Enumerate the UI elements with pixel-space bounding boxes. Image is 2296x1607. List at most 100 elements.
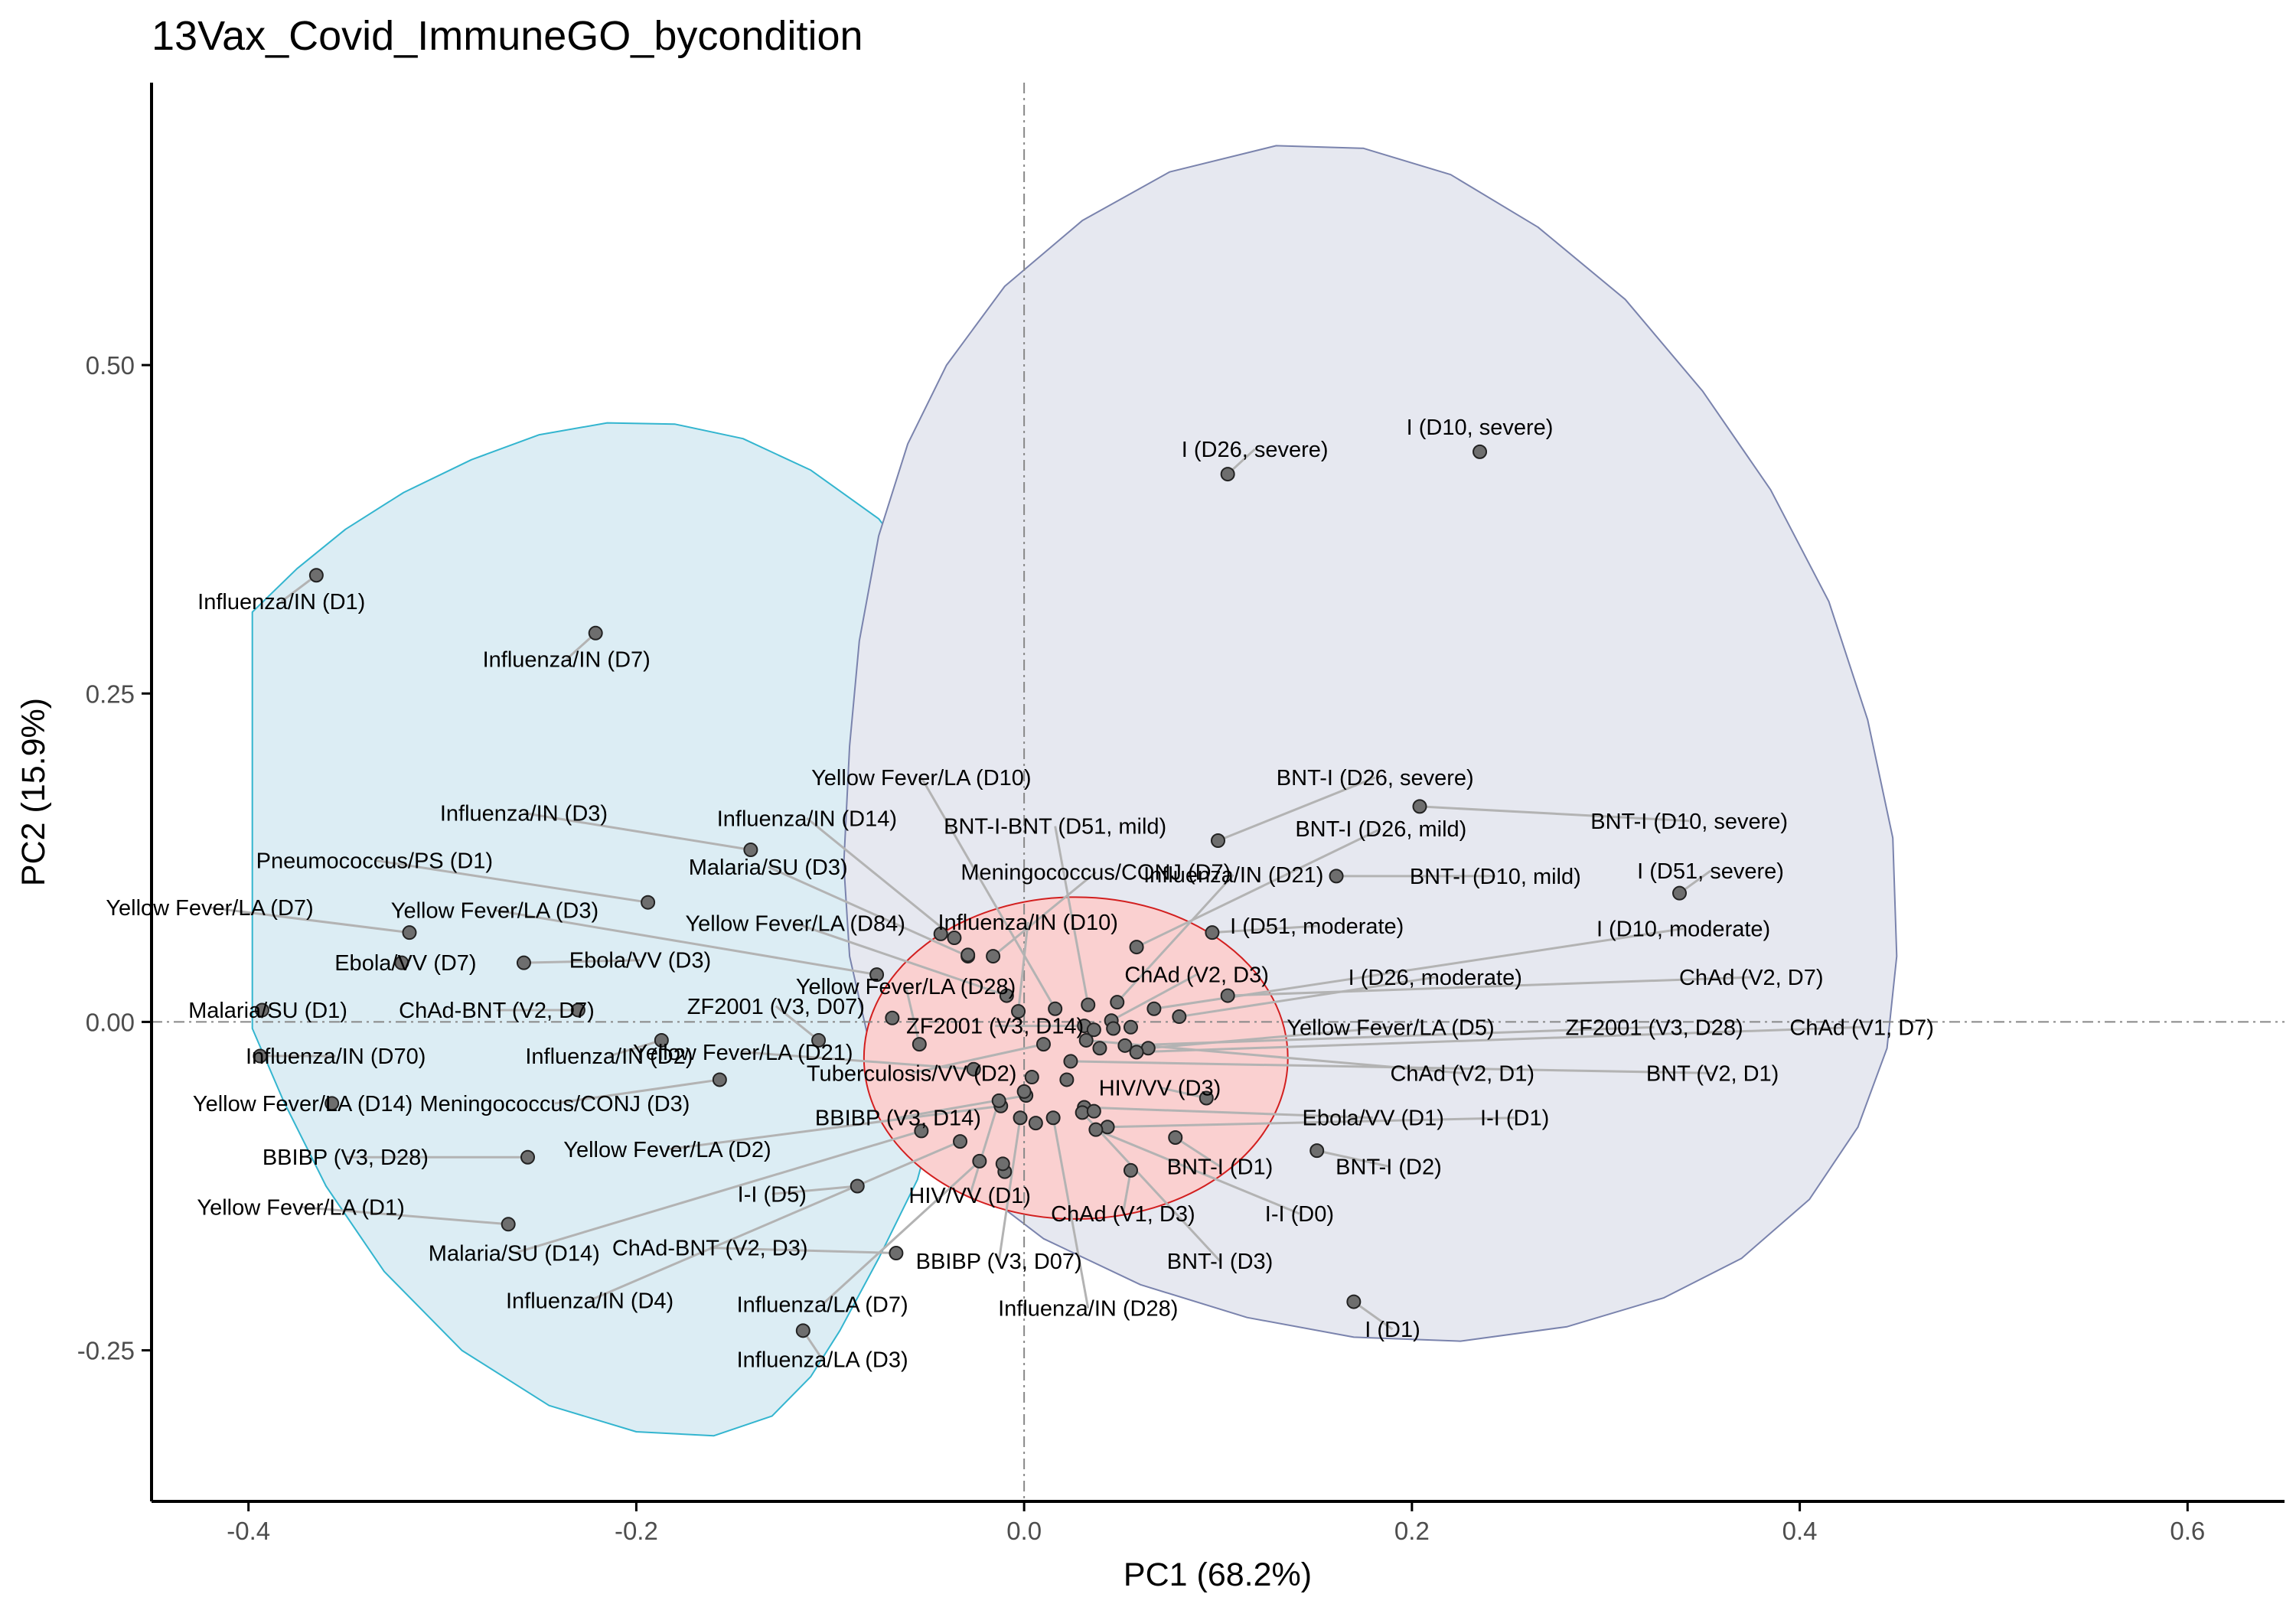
leader-line — [514, 1129, 922, 1254]
leader-line — [997, 1117, 1022, 1262]
chart-title: 13Vax_Covid_ImmuneGO_bycondition — [152, 13, 863, 59]
data-point — [1199, 1090, 1214, 1106]
data-point — [1063, 1054, 1078, 1069]
data-point — [1016, 1084, 1032, 1099]
leader-line — [771, 1185, 858, 1195]
leader-line — [1136, 827, 1381, 948]
leader-line — [1159, 1086, 1207, 1100]
point-label: Influenza/IN (D1) — [197, 590, 365, 614]
point-label: Yellow Fever/LA (D3) — [391, 899, 598, 924]
point-label: Meningococcus/CONJ (D3) — [420, 1092, 690, 1116]
point-label: Ebola/VV (D7) — [334, 951, 476, 976]
data-points-layer — [253, 444, 1688, 1338]
point-label: Yellow Fever/LA (D14) — [193, 1092, 413, 1116]
x-axis-title: PC1 (68.2%) — [1124, 1556, 1312, 1593]
data-point — [1129, 1045, 1144, 1060]
leader-line — [992, 871, 1097, 957]
x-tick-label: -0.4 — [227, 1517, 270, 1545]
data-point — [1146, 1001, 1162, 1016]
leader-line — [1084, 1106, 1374, 1120]
data-point — [1329, 869, 1344, 884]
data-point — [986, 949, 1001, 964]
leader-line — [374, 859, 648, 904]
point-label: I-I (D0) — [1265, 1202, 1334, 1227]
leader-line — [821, 1160, 980, 1305]
leader-line — [589, 1140, 961, 1302]
data-point — [795, 1323, 810, 1338]
point-label: BNT-I (D10, severe) — [1590, 810, 1788, 834]
data-point — [1088, 1122, 1104, 1137]
y-axis-title: PC2 (15.9%) — [15, 698, 52, 886]
point-label: Ebola/VV (D1) — [1303, 1107, 1444, 1131]
leader-line — [768, 865, 969, 957]
leader-line — [1095, 1128, 1300, 1215]
data-point — [588, 625, 603, 641]
leader-line — [806, 817, 955, 939]
data-point — [966, 1061, 981, 1077]
data-point — [253, 1048, 268, 1064]
point-label: Malaria/SU (D1) — [188, 999, 347, 1023]
point-label: Ebola/VV (D3) — [569, 949, 711, 973]
leader-line — [1352, 1300, 1394, 1331]
leader-line — [1070, 1060, 1713, 1074]
point-label: ChAd (V1, D7) — [1789, 1015, 1934, 1040]
leader-line — [709, 1247, 896, 1255]
point-label: I (D10, severe) — [1407, 416, 1554, 440]
data-point — [520, 1149, 536, 1165]
leader-line — [794, 922, 1007, 997]
data-point — [1045, 1110, 1061, 1126]
leader-line — [1017, 921, 1029, 1012]
data-point — [254, 1002, 269, 1018]
data-point — [1106, 1021, 1121, 1036]
point-label: I (D26, moderate) — [1349, 966, 1522, 990]
leader-line — [1217, 776, 1376, 842]
data-point — [1048, 1001, 1063, 1016]
point-label: I (D1) — [1365, 1318, 1420, 1342]
data-point — [1172, 1009, 1187, 1025]
data-point — [1123, 1162, 1138, 1178]
data-point — [1672, 885, 1688, 901]
leader-line — [1124, 1025, 1655, 1047]
data-point — [1168, 1129, 1183, 1145]
data-point — [1473, 444, 1488, 459]
point-label: ChAd-BNT (V2, D7) — [399, 999, 595, 1023]
point-label: BNT-I (D26, severe) — [1277, 766, 1474, 790]
data-point — [308, 568, 324, 583]
data-point — [402, 925, 417, 940]
leader-line — [920, 777, 1056, 1010]
point-label: I (D10, moderate) — [1596, 918, 1770, 942]
data-point — [654, 1032, 669, 1048]
point-label: Meningococcus/CONJ (D7) — [960, 861, 1231, 885]
data-point — [995, 1156, 1010, 1172]
point-label: BBIBP (V3, D14) — [815, 1107, 981, 1131]
point-label: I-I (D5) — [738, 1182, 807, 1207]
point-labels-layer: Influenza/IN (D1) Influenza/IN (D7) Influe… — [106, 416, 1934, 1373]
point-label: BNT-I (D3) — [1167, 1250, 1274, 1274]
point-label: Yellow Fever/LA (D1) — [197, 1195, 404, 1220]
point-label: BNT-I (D2) — [1336, 1155, 1442, 1179]
point-label: Yellow Fever/LA (D10) — [811, 766, 1031, 790]
data-point — [501, 1217, 516, 1232]
leader-line — [1107, 1116, 1515, 1129]
data-point — [1220, 467, 1235, 482]
x-tick-label: 0.4 — [1782, 1517, 1818, 1545]
y-tick-label: 0.00 — [86, 1008, 135, 1036]
data-point — [991, 1093, 1006, 1108]
point-label: ChAd (V2, D7) — [1679, 966, 1824, 990]
point-label: Influenza/IN (D7) — [483, 648, 651, 673]
data-point — [1129, 940, 1144, 955]
data-point — [869, 967, 885, 983]
data-point — [743, 843, 758, 858]
data-point — [947, 931, 962, 946]
point-label: Malaria/SU (D3) — [689, 856, 848, 880]
data-point — [889, 1246, 904, 1261]
data-point — [999, 988, 1014, 1003]
leader-line — [1212, 924, 1317, 934]
point-label: Yellow Fever/LA (D5) — [1287, 1015, 1494, 1040]
data-point — [885, 1010, 900, 1025]
ticks-layer: -0.4 -0.2 0.0 0.2 0.4 0.6 -0.25 0.00 0.25 0.50 — [77, 351, 2205, 1545]
x-tick-label: 0.2 — [1394, 1517, 1430, 1545]
point-label: I (D26, severe) — [1182, 438, 1329, 462]
data-point — [325, 1096, 340, 1111]
